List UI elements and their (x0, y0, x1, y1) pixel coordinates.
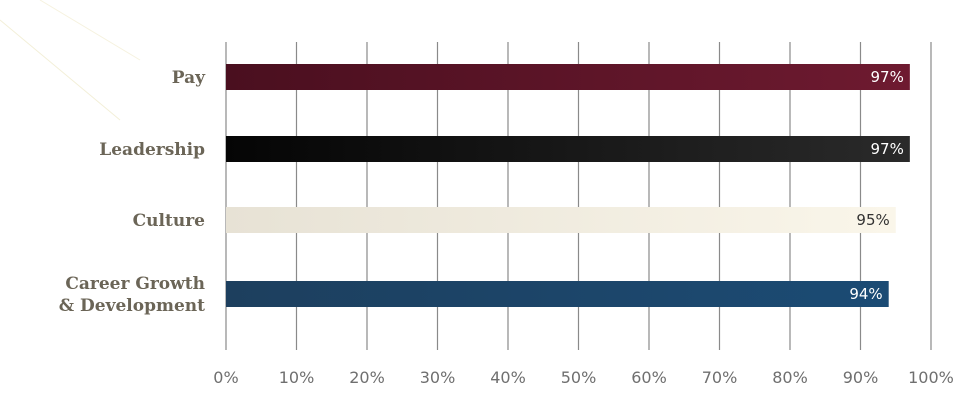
x-tick-label: 20% (349, 368, 385, 387)
category-labels: Pay Leadership Culture Career Growth & Devel… (59, 68, 206, 316)
bar-value-label: 94% (849, 285, 882, 303)
x-tick-label: 10% (279, 368, 315, 387)
x-tick-label: 100% (908, 368, 954, 387)
x-tick-label: 50% (561, 368, 597, 387)
x-tick-label: 30% (420, 368, 456, 387)
bar-value-label: 97% (871, 68, 904, 86)
category-label: Pay (172, 68, 206, 88)
x-tick-label: 80% (772, 368, 808, 387)
value-labels: 97% 97% 95% 94% (849, 68, 903, 303)
bar-value-label: 95% (856, 211, 889, 229)
x-axis-tick-labels: 0% 10% 20% 30% 40% 50% 60% 70% 80% 90% 100% (213, 368, 954, 387)
x-tick-label: 70% (702, 368, 738, 387)
bar-2 (226, 207, 896, 233)
corner-decoration (0, 0, 141, 121)
category-label: Culture (133, 211, 206, 231)
bar-1 (226, 136, 910, 162)
x-tick-label: 0% (213, 368, 238, 387)
x-tick-label: 40% (490, 368, 526, 387)
bars (226, 64, 910, 307)
x-tick-label: 60% (631, 368, 667, 387)
category-label: Career Growth & Development (59, 274, 205, 316)
bar-3 (226, 281, 889, 307)
bar-value-label: 97% (871, 140, 904, 158)
x-tick-label: 90% (843, 368, 879, 387)
bar-0 (226, 64, 910, 90)
category-label: Leadership (99, 140, 205, 160)
